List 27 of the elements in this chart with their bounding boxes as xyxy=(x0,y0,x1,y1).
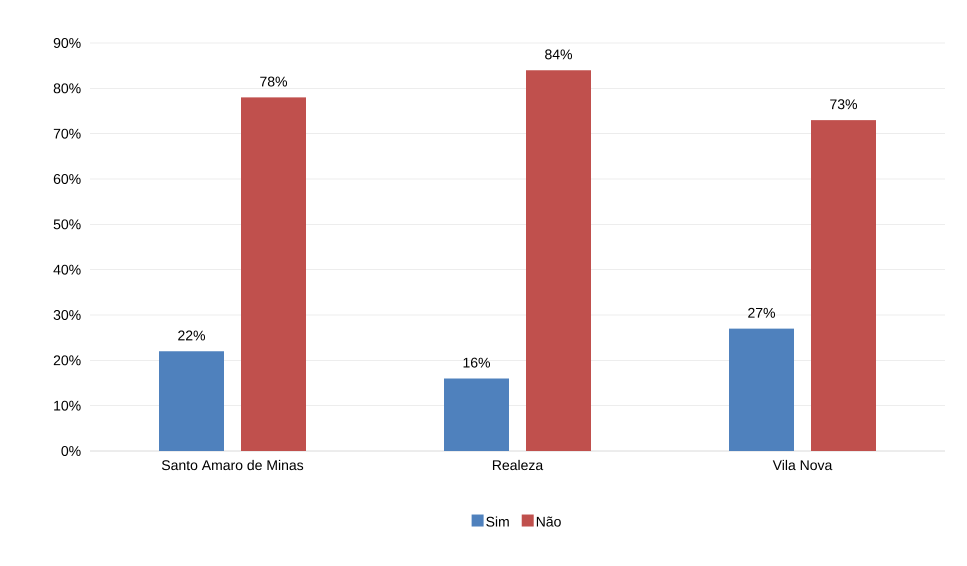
bar xyxy=(444,378,510,451)
y-tick-label: 70% xyxy=(54,128,81,139)
y-tick-label: 10% xyxy=(54,400,81,411)
x-tick-label: Realeza xyxy=(492,460,544,470)
legend-label: Não xyxy=(536,516,561,527)
legend-label: Sim xyxy=(486,516,509,527)
data-label: 73% xyxy=(830,99,858,110)
y-tick-label: 60% xyxy=(54,174,81,184)
y-tick-label: 0% xyxy=(61,446,81,456)
bar xyxy=(241,97,306,451)
data-label: 22% xyxy=(178,330,206,340)
data-label: 84% xyxy=(545,49,572,60)
bar xyxy=(526,70,592,451)
data-label: 27% xyxy=(748,308,776,318)
y-tick-label: 40% xyxy=(53,264,81,275)
bar xyxy=(159,351,224,451)
data-label: 16% xyxy=(464,358,490,368)
x-tick-label: Vila Nova xyxy=(772,460,832,470)
y-tick-label: 20% xyxy=(54,355,81,366)
bar xyxy=(729,328,794,451)
y-tick-label: 90% xyxy=(54,38,81,48)
x-tick-label: Santo Amaro de Minas xyxy=(162,460,304,470)
data-label: 78% xyxy=(260,76,288,87)
y-tick-label: 30% xyxy=(54,310,81,320)
bar xyxy=(811,120,876,451)
y-tick-label: 80% xyxy=(54,83,81,94)
y-tick-label: 50% xyxy=(54,219,81,230)
